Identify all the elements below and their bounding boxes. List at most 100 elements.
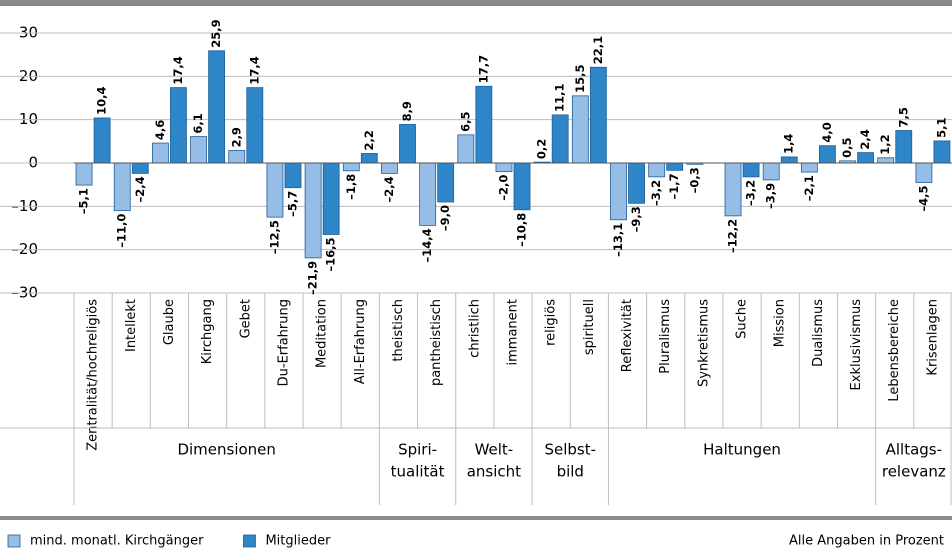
bar — [513, 162, 531, 211]
bar — [800, 162, 818, 173]
x-tick-label: immanent — [506, 299, 521, 365]
group-label: Welt- — [475, 441, 514, 459]
x-tick-label: Reflexivität — [620, 299, 635, 372]
value-label: 0,2 — [535, 139, 549, 159]
bar — [342, 162, 360, 172]
bar — [818, 145, 836, 164]
bar — [208, 50, 226, 164]
group-label: tualität — [391, 463, 445, 481]
bar — [495, 162, 513, 173]
value-label: –3,2 — [649, 180, 663, 206]
value-label: –3,2 — [744, 180, 758, 206]
group-label: Haltungen — [703, 441, 781, 459]
value-label: –11,0 — [115, 214, 129, 248]
value-label: –2,0 — [496, 175, 510, 201]
bar — [589, 66, 607, 164]
group-label: ansicht — [467, 463, 521, 481]
x-tick-label: Kirchgang — [200, 299, 215, 364]
bar — [152, 142, 169, 164]
y-tick-label: 10 — [19, 110, 38, 128]
group-label: bild — [557, 463, 584, 481]
bar — [666, 162, 684, 171]
value-label: –12,2 — [726, 219, 740, 253]
group-label: Selbst- — [544, 441, 596, 459]
x-tick-label: Dualismus — [811, 299, 826, 367]
value-label: 17,4 — [247, 56, 261, 84]
value-label: 15,5 — [573, 64, 587, 92]
group-label: Dimensionen — [177, 441, 275, 459]
value-label: –3,9 — [764, 183, 778, 209]
bar — [571, 95, 589, 164]
note: Alle Angaben in Prozent — [789, 534, 944, 549]
bar — [762, 162, 780, 181]
value-label: –9,0 — [438, 205, 452, 231]
bar — [131, 162, 149, 174]
x-tick-label: Du-Erfahrung — [276, 299, 291, 386]
value-label: 5,1 — [934, 118, 948, 138]
group-label: relevanz — [882, 463, 946, 481]
value-label: 4,0 — [820, 122, 834, 142]
value-label: –5,1 — [77, 188, 91, 214]
value-label: –1,7 — [667, 173, 681, 199]
value-label: 6,1 — [191, 113, 205, 133]
bar — [266, 162, 284, 218]
value-label: 0,5 — [840, 137, 854, 157]
value-label: 25,9 — [209, 19, 223, 47]
value-label: 17,7 — [476, 55, 490, 83]
value-label: 10,4 — [95, 87, 109, 115]
bar — [190, 136, 208, 164]
bar — [457, 134, 475, 164]
value-label: 7,5 — [896, 107, 910, 127]
x-tick-label: religiös — [544, 299, 559, 346]
value-label: 22,1 — [591, 36, 605, 64]
bar — [322, 162, 340, 235]
bar — [304, 162, 322, 259]
value-label: 2,9 — [229, 127, 243, 147]
bar — [228, 150, 246, 164]
legend-swatch — [243, 534, 256, 548]
bar — [857, 152, 874, 164]
x-tick-label: Intellekt — [124, 299, 139, 352]
bar — [724, 162, 742, 217]
value-label: –1,8 — [344, 174, 358, 200]
bar — [551, 114, 569, 164]
x-tick-label: Gebet — [238, 299, 253, 338]
x-tick-label: Synkretismus — [696, 299, 711, 387]
bar — [475, 85, 493, 164]
top-rule — [0, 0, 952, 6]
bar — [648, 162, 666, 178]
legend-swatch — [7, 534, 21, 548]
value-label: 4,6 — [153, 120, 167, 140]
x-tick-label: Exklusivismus — [849, 299, 864, 391]
x-tick-label: Glaube — [162, 299, 177, 345]
bottom-rule — [0, 516, 952, 520]
x-tick-label: Krisenlagen — [925, 299, 940, 376]
x-tick-label: Lebensbereiche — [887, 299, 902, 402]
value-label: –9,3 — [629, 206, 643, 232]
value-label: –5,7 — [285, 191, 299, 217]
legend-label: mind. monatl. Kirchgänger — [30, 534, 204, 549]
value-label: –21,9 — [306, 261, 320, 295]
value-label: –0,3 — [687, 167, 701, 193]
value-label: 1,2 — [878, 134, 892, 154]
value-label: –2,4 — [382, 176, 396, 202]
bar — [895, 130, 913, 164]
bar — [381, 162, 398, 174]
bar — [246, 87, 264, 164]
x-tick-label: Mission — [773, 299, 788, 347]
bar — [170, 87, 187, 164]
bar — [284, 162, 302, 189]
x-tick-label: spirituell — [582, 299, 597, 355]
bar — [399, 124, 416, 164]
value-label: –13,1 — [611, 223, 625, 257]
value-label: –2,1 — [802, 175, 816, 201]
bar — [75, 162, 93, 186]
bar — [628, 162, 645, 204]
bar — [113, 162, 131, 212]
value-label: –10,8 — [515, 213, 529, 247]
bar — [915, 162, 933, 183]
bar — [437, 162, 455, 203]
group-label: Alltags- — [886, 441, 942, 459]
x-tick-label: Pluralismus — [658, 299, 673, 374]
